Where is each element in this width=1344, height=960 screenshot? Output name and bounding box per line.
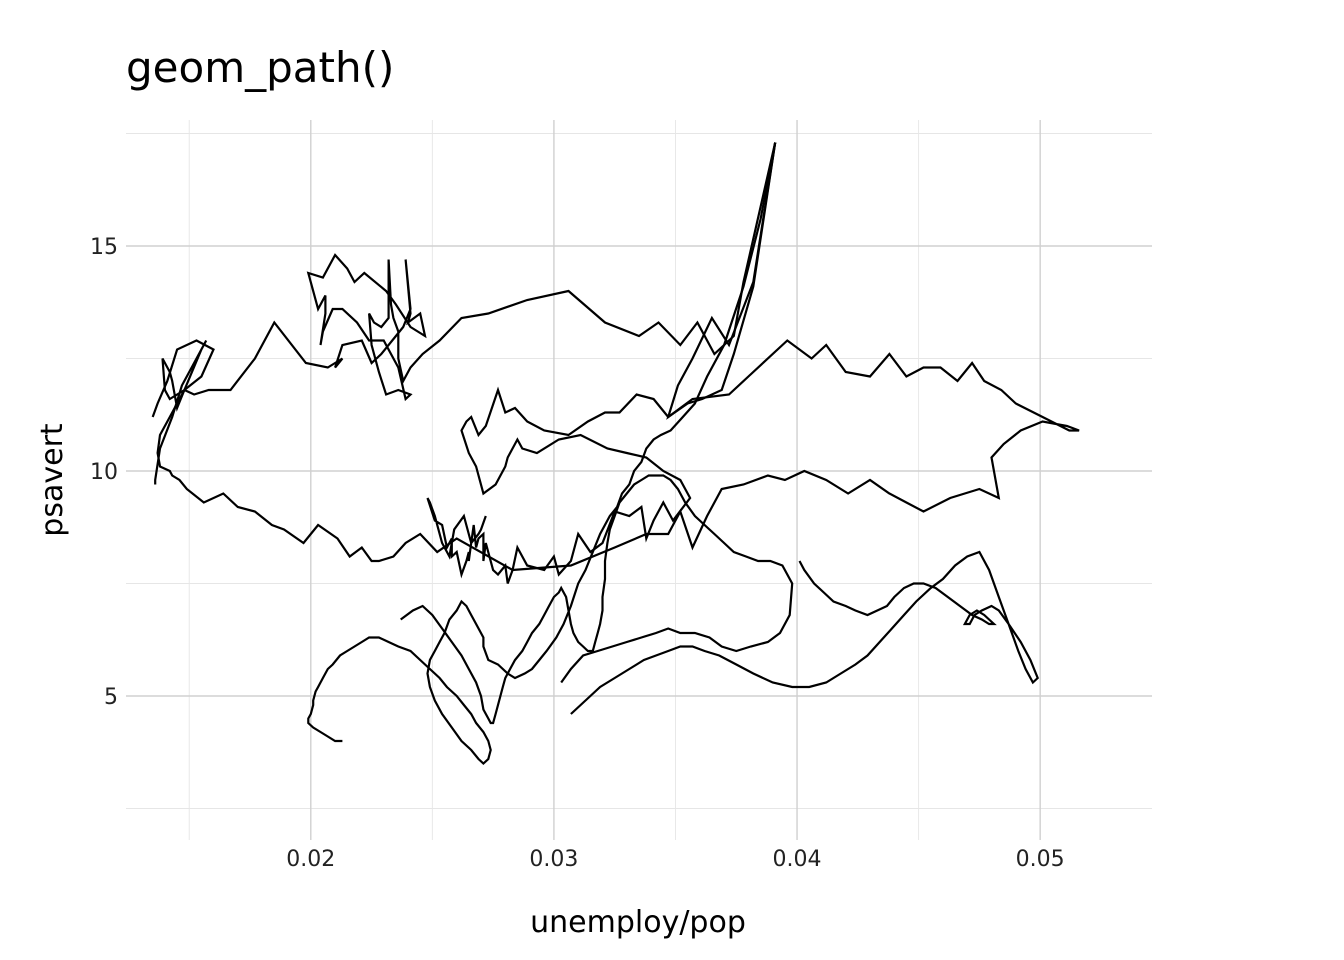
path-segment-0 [151, 142, 1080, 572]
x-axis-title: unemploy/pop [530, 905, 746, 940]
path-segment-5 [570, 550, 1040, 715]
grid-major [126, 120, 1152, 840]
y-axis-title: psavert [35, 423, 70, 537]
path-segment-4 [400, 474, 794, 725]
y-tick-label: 10 [90, 460, 118, 485]
path-segment-2 [426, 142, 777, 584]
path-segment-1 [154, 142, 777, 485]
x-axis-tick-labels: 0.02 0.03 0.04 0.05 [286, 847, 1064, 872]
x-tick-label: 0.05 [1016, 847, 1065, 872]
data-layer [151, 142, 1080, 765]
y-axis-tick-labels: 5 10 15 [90, 235, 118, 710]
grid-minor [126, 120, 1152, 840]
x-tick-label: 0.04 [773, 847, 822, 872]
x-tick-label: 0.02 [286, 847, 335, 872]
y-tick-label: 15 [90, 235, 118, 260]
chart-title: geom_path() [126, 43, 394, 92]
y-tick-label: 5 [104, 685, 118, 710]
x-tick-label: 0.03 [529, 847, 578, 872]
